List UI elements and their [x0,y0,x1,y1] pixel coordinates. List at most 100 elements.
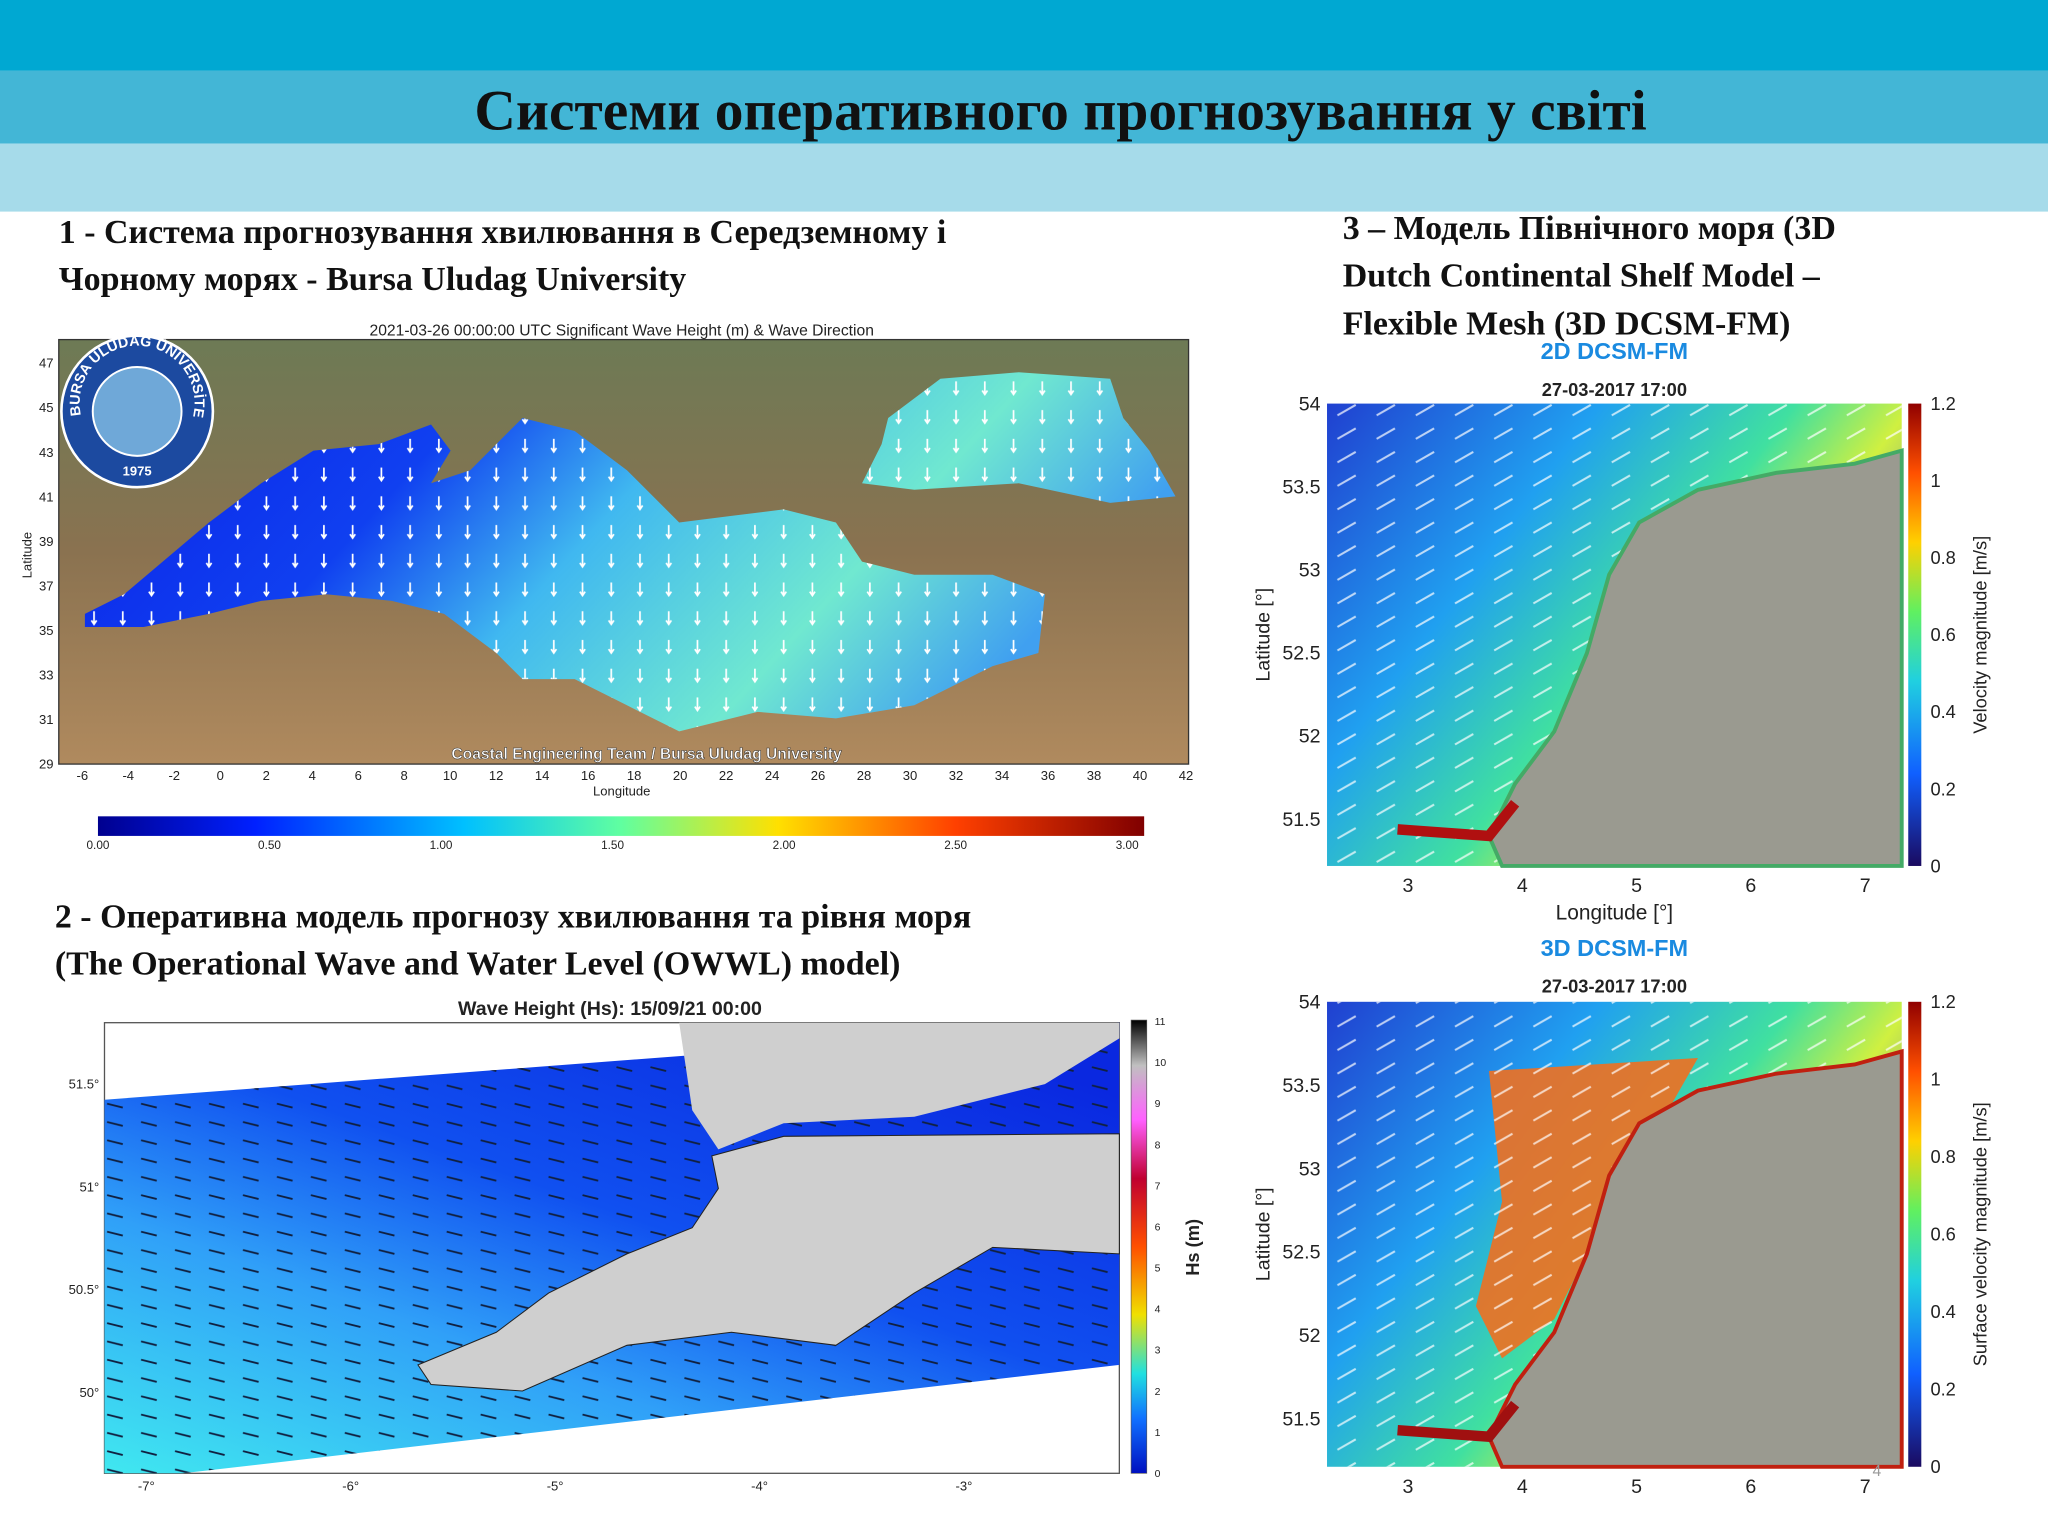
tick-label: 11 [1155,1017,1166,1028]
tick-label: 50° [80,1385,100,1400]
tick-label: 52.5 [1282,1242,1320,1264]
slide-title: Системи оперативного прогнозування у сві… [474,79,1646,142]
tick-label: 18 [627,768,642,783]
tick-label: -7° [138,1478,155,1493]
tick-label: 54 [1299,992,1321,1014]
tick-label: 9 [1155,1099,1161,1110]
tick-label: 0.4 [1930,1301,1955,1322]
tick-label: 0.2 [1930,778,1955,799]
dcsm2d-title: 2D DCSM-FM [1541,338,1689,364]
dcsm3d-map [1327,1001,1904,1469]
tick-label: 53 [1299,1158,1321,1180]
tick-label: 8 [401,768,408,783]
dcsm3d-timestamp: 27-03-2017 17:00 [1542,976,1687,997]
section-heading: Dutch Continental Shelf Model – [1343,258,1821,295]
dcsm2d-x-label: Longitude [°] [1556,902,1673,925]
tick-label: 5 [1155,1264,1161,1275]
page-number: 4 [1873,1463,1882,1480]
tick-label: 0.00 [87,839,110,852]
owwl-land-north [679,1022,1120,1150]
tick-label: 0.8 [1930,547,1955,568]
tick-label: 0 [217,768,224,783]
top-band [0,0,2048,71]
tick-label: 5 [1631,1476,1642,1498]
tick-label: 1.00 [430,839,453,852]
tick-label: 4 [1155,1305,1161,1316]
tick-label: 1 [1155,1428,1161,1439]
tick-label: 3 [1403,875,1414,897]
tick-label: 52.5 [1282,643,1320,665]
dcsm2d-timestamp: 27-03-2017 17:00 [1542,379,1687,400]
tick-label: 42 [1179,768,1194,783]
tick-label: -4° [751,1478,768,1493]
dcsm3d-y-label: Latitude [°] [1253,1187,1275,1281]
tick-label: 30 [903,768,918,783]
tick-label: 28 [857,768,872,783]
tick-label: 14 [535,768,550,783]
tick-label: 51.5 [1282,809,1320,831]
dcsm3d-colorbar-label: Surface velocity magnitude [m/s] [1970,1102,1991,1366]
tick-label: 0 [1930,1456,1940,1477]
section-heading: (The Operational Wave and Water Level (O… [55,945,901,982]
tick-label: 16 [581,768,596,783]
sub-band [0,143,2048,212]
med-title: 2021-03-26 00:00:00 UTC Significant Wave… [370,323,874,340]
tick-label: 6 [355,768,362,783]
tick-label: 2.50 [944,839,967,852]
tick-label: 29 [39,757,54,772]
dcsm2d-colorbar [1908,403,1922,866]
tick-label: 7 [1155,1181,1161,1192]
tick-label: 1 [1930,470,1940,491]
tick-label: 4 [1517,1476,1528,1498]
tick-label: 36 [1041,768,1056,783]
tick-label: 4 [309,768,316,783]
tick-label: 7 [1860,1476,1871,1498]
tick-label: 0.50 [258,839,281,852]
tick-label: 6 [1745,875,1756,897]
tick-label: -5° [547,1478,564,1493]
tick-label: 41 [39,489,54,504]
tick-label: 35 [39,623,54,638]
med-frame [58,338,1190,765]
tick-label: -4 [122,768,134,783]
tick-label: 22 [719,768,734,783]
dcsm2d-colorbar-label: Velocity magnitude [m/s] [1970,536,1991,734]
headings: 1 - Система прогнозування хвилювання в С… [55,210,1836,982]
tick-label: 0.8 [1930,1146,1955,1167]
logo-year: 1975 [123,463,152,478]
tick-label: 3 [1403,1476,1414,1498]
tick-label: 51.5° [69,1077,100,1092]
tick-label: 8 [1155,1140,1161,1151]
owwl-colorbar-label: Hs (m) [1182,1219,1203,1276]
tick-label: 0.6 [1930,1224,1955,1245]
tick-label: 54 [1299,393,1321,415]
tick-label: 47 [39,356,54,371]
dcsm3d-colorbar [1908,1001,1922,1467]
med-credit: Coastal Engineering Team / Bursa Uludag … [451,746,842,763]
tick-label: 0.4 [1930,701,1955,722]
owwl-title: Wave Height (Hs): 15/09/21 00:00 [458,998,762,1020]
tick-label: -6 [76,768,88,783]
tick-label: 6 [1155,1222,1161,1233]
tick-label: 6 [1745,1476,1756,1498]
tick-label: 10 [443,768,458,783]
tick-label: 31 [39,712,54,727]
tick-label: 53.5 [1282,477,1320,499]
tick-label: -2 [168,768,180,783]
med-sea [84,372,1176,732]
tick-label: 51° [80,1179,100,1194]
tick-label: 3 [1155,1346,1161,1357]
tick-label: 39 [39,534,54,549]
tick-label: -3° [956,1478,973,1493]
tick-label: 0 [1155,1469,1161,1480]
tick-label: 1.50 [601,839,624,852]
tick-label: 52 [1299,1325,1321,1347]
tick-label: -6° [342,1478,359,1493]
dcsm3d-title: 3D DCSM-FM [1541,935,1689,961]
tick-label: 0 [1930,855,1940,876]
tick-label: 37 [39,578,54,593]
tick-label: 40 [1133,768,1148,783]
section-heading: 2 - Оперативна модель прогнозу хвилюванн… [55,898,971,935]
tick-label: 38 [1087,768,1102,783]
